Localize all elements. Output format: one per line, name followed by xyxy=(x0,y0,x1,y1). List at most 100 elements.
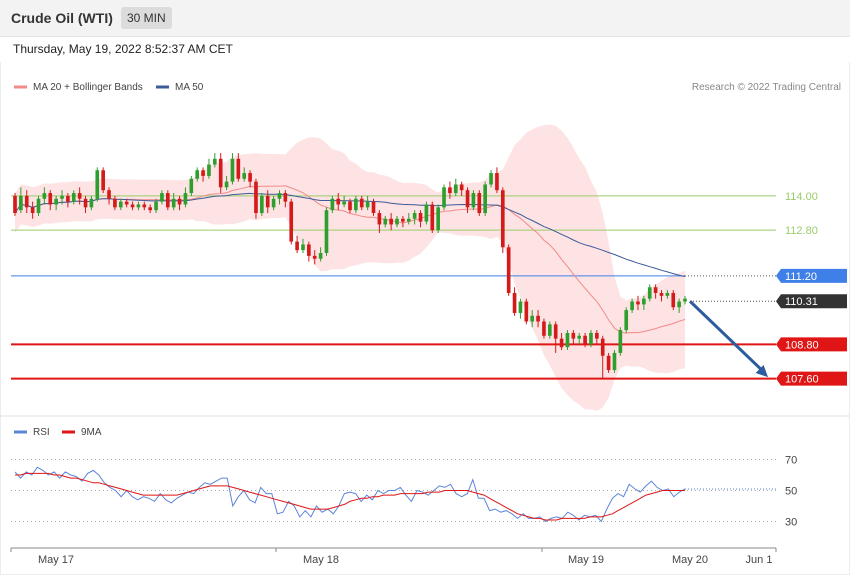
candle-body xyxy=(89,198,94,208)
candle-body xyxy=(201,170,205,176)
candle-body xyxy=(213,158,217,165)
candle-body xyxy=(301,244,305,251)
candle-body xyxy=(24,195,29,208)
candle-body xyxy=(671,292,676,308)
candle-body xyxy=(583,335,587,345)
candle-body xyxy=(77,193,82,199)
candle-body xyxy=(600,338,605,356)
candle-body xyxy=(165,193,170,208)
last-level-label: 110.31 xyxy=(785,296,818,308)
support-label-box xyxy=(776,337,847,352)
candle-body xyxy=(248,173,252,182)
candle-body xyxy=(442,187,446,208)
copyright-text: Research © 2022 Trading Central xyxy=(692,82,841,93)
candle-body xyxy=(624,310,629,331)
candle-body xyxy=(500,190,505,248)
timestamp: Thursday, May 19, 2022 8:52:37 AM CET xyxy=(13,42,233,56)
candle-body xyxy=(612,352,617,371)
pivot-label-box xyxy=(776,268,847,283)
interval-badge[interactable]: 30 MIN xyxy=(121,7,172,29)
candle-body xyxy=(71,193,76,202)
candle-body xyxy=(595,332,599,339)
candle-body xyxy=(577,335,582,339)
candle-body xyxy=(677,301,681,308)
candle-body xyxy=(336,198,341,205)
rsi-line xyxy=(14,466,686,523)
candle-body xyxy=(524,301,529,322)
rsi-tick-label: 50 xyxy=(785,486,797,498)
candle-body xyxy=(448,187,452,194)
candle-body xyxy=(54,198,58,205)
candle-body xyxy=(383,218,388,225)
candle-body xyxy=(683,298,687,302)
price-layer: 114.00 112.80 111.20 110.31 108.80 107.60 xyxy=(11,124,847,411)
x-tick-label: Jun 1 xyxy=(746,554,773,566)
candle-body xyxy=(60,195,64,199)
candle-body xyxy=(430,204,435,231)
candle-body xyxy=(354,198,358,211)
candle-body xyxy=(465,190,470,208)
candle-body xyxy=(113,198,117,208)
candle-body xyxy=(19,195,23,211)
x-tick-label: May 17 xyxy=(38,554,74,566)
candle-body xyxy=(406,218,411,222)
candle-body xyxy=(553,324,558,339)
candle-body xyxy=(318,253,323,259)
candle-body xyxy=(271,198,276,208)
rsi-ma-legend-label: 9MA xyxy=(81,427,102,438)
candle-body xyxy=(183,193,188,205)
instrument-title: Crude Oil (WTI) xyxy=(11,10,113,26)
candle-body xyxy=(260,195,264,214)
candle-body xyxy=(412,213,417,219)
candle-body xyxy=(307,244,311,256)
candle-body xyxy=(371,201,376,214)
candle-body xyxy=(330,198,335,211)
candle-body xyxy=(312,255,317,259)
support-level-label: 107.60 xyxy=(785,374,819,386)
candle-body xyxy=(436,207,440,231)
candle-body xyxy=(542,321,546,336)
candle-body xyxy=(13,195,17,214)
candle-body xyxy=(389,218,393,225)
candle-body xyxy=(195,170,200,179)
ma50-legend-label: MA 50 xyxy=(175,82,204,93)
candle-body xyxy=(418,213,423,222)
x-axis-labels: May 17 May 18 May 19 May 20 Jun 1 xyxy=(10,548,777,566)
forecast-arrow-shaft xyxy=(688,300,766,374)
rsi-layer: 70 50 30 xyxy=(11,455,797,529)
candle-body xyxy=(630,301,634,311)
candle-body xyxy=(477,193,482,214)
chart-header: Crude Oil (WTI) 30 MIN xyxy=(0,0,850,37)
ma20-legend-label: MA 20 + Bollinger Bands xyxy=(33,82,143,93)
candle-body xyxy=(207,164,211,176)
support-level-label: 108.80 xyxy=(785,339,819,351)
candle-body xyxy=(130,204,135,208)
candle-body xyxy=(642,298,646,305)
candle-body xyxy=(565,332,570,348)
candle-body xyxy=(48,193,53,205)
candle-body xyxy=(171,198,176,208)
candle-body xyxy=(107,190,111,199)
rsi-tick-label: 30 xyxy=(785,517,797,529)
candle-body xyxy=(530,315,535,322)
rsi-legend-label: RSI xyxy=(33,427,50,438)
candle-body xyxy=(571,332,576,339)
candle-body xyxy=(495,173,499,191)
candle-body xyxy=(665,292,670,296)
candle-body xyxy=(653,287,658,293)
candle-body xyxy=(254,181,258,214)
x-tick-label: May 19 xyxy=(568,554,604,566)
candle-body xyxy=(401,218,405,222)
candle-body xyxy=(489,173,493,185)
candle-body xyxy=(636,301,640,305)
candle-body xyxy=(236,158,241,179)
candle-body xyxy=(265,195,270,208)
candle-body xyxy=(289,201,294,242)
candle-body xyxy=(395,218,399,225)
candle-body xyxy=(218,158,223,188)
candle-body xyxy=(160,193,164,202)
candle-body xyxy=(536,315,540,322)
candle-body xyxy=(277,193,282,199)
candle-body xyxy=(589,332,593,345)
